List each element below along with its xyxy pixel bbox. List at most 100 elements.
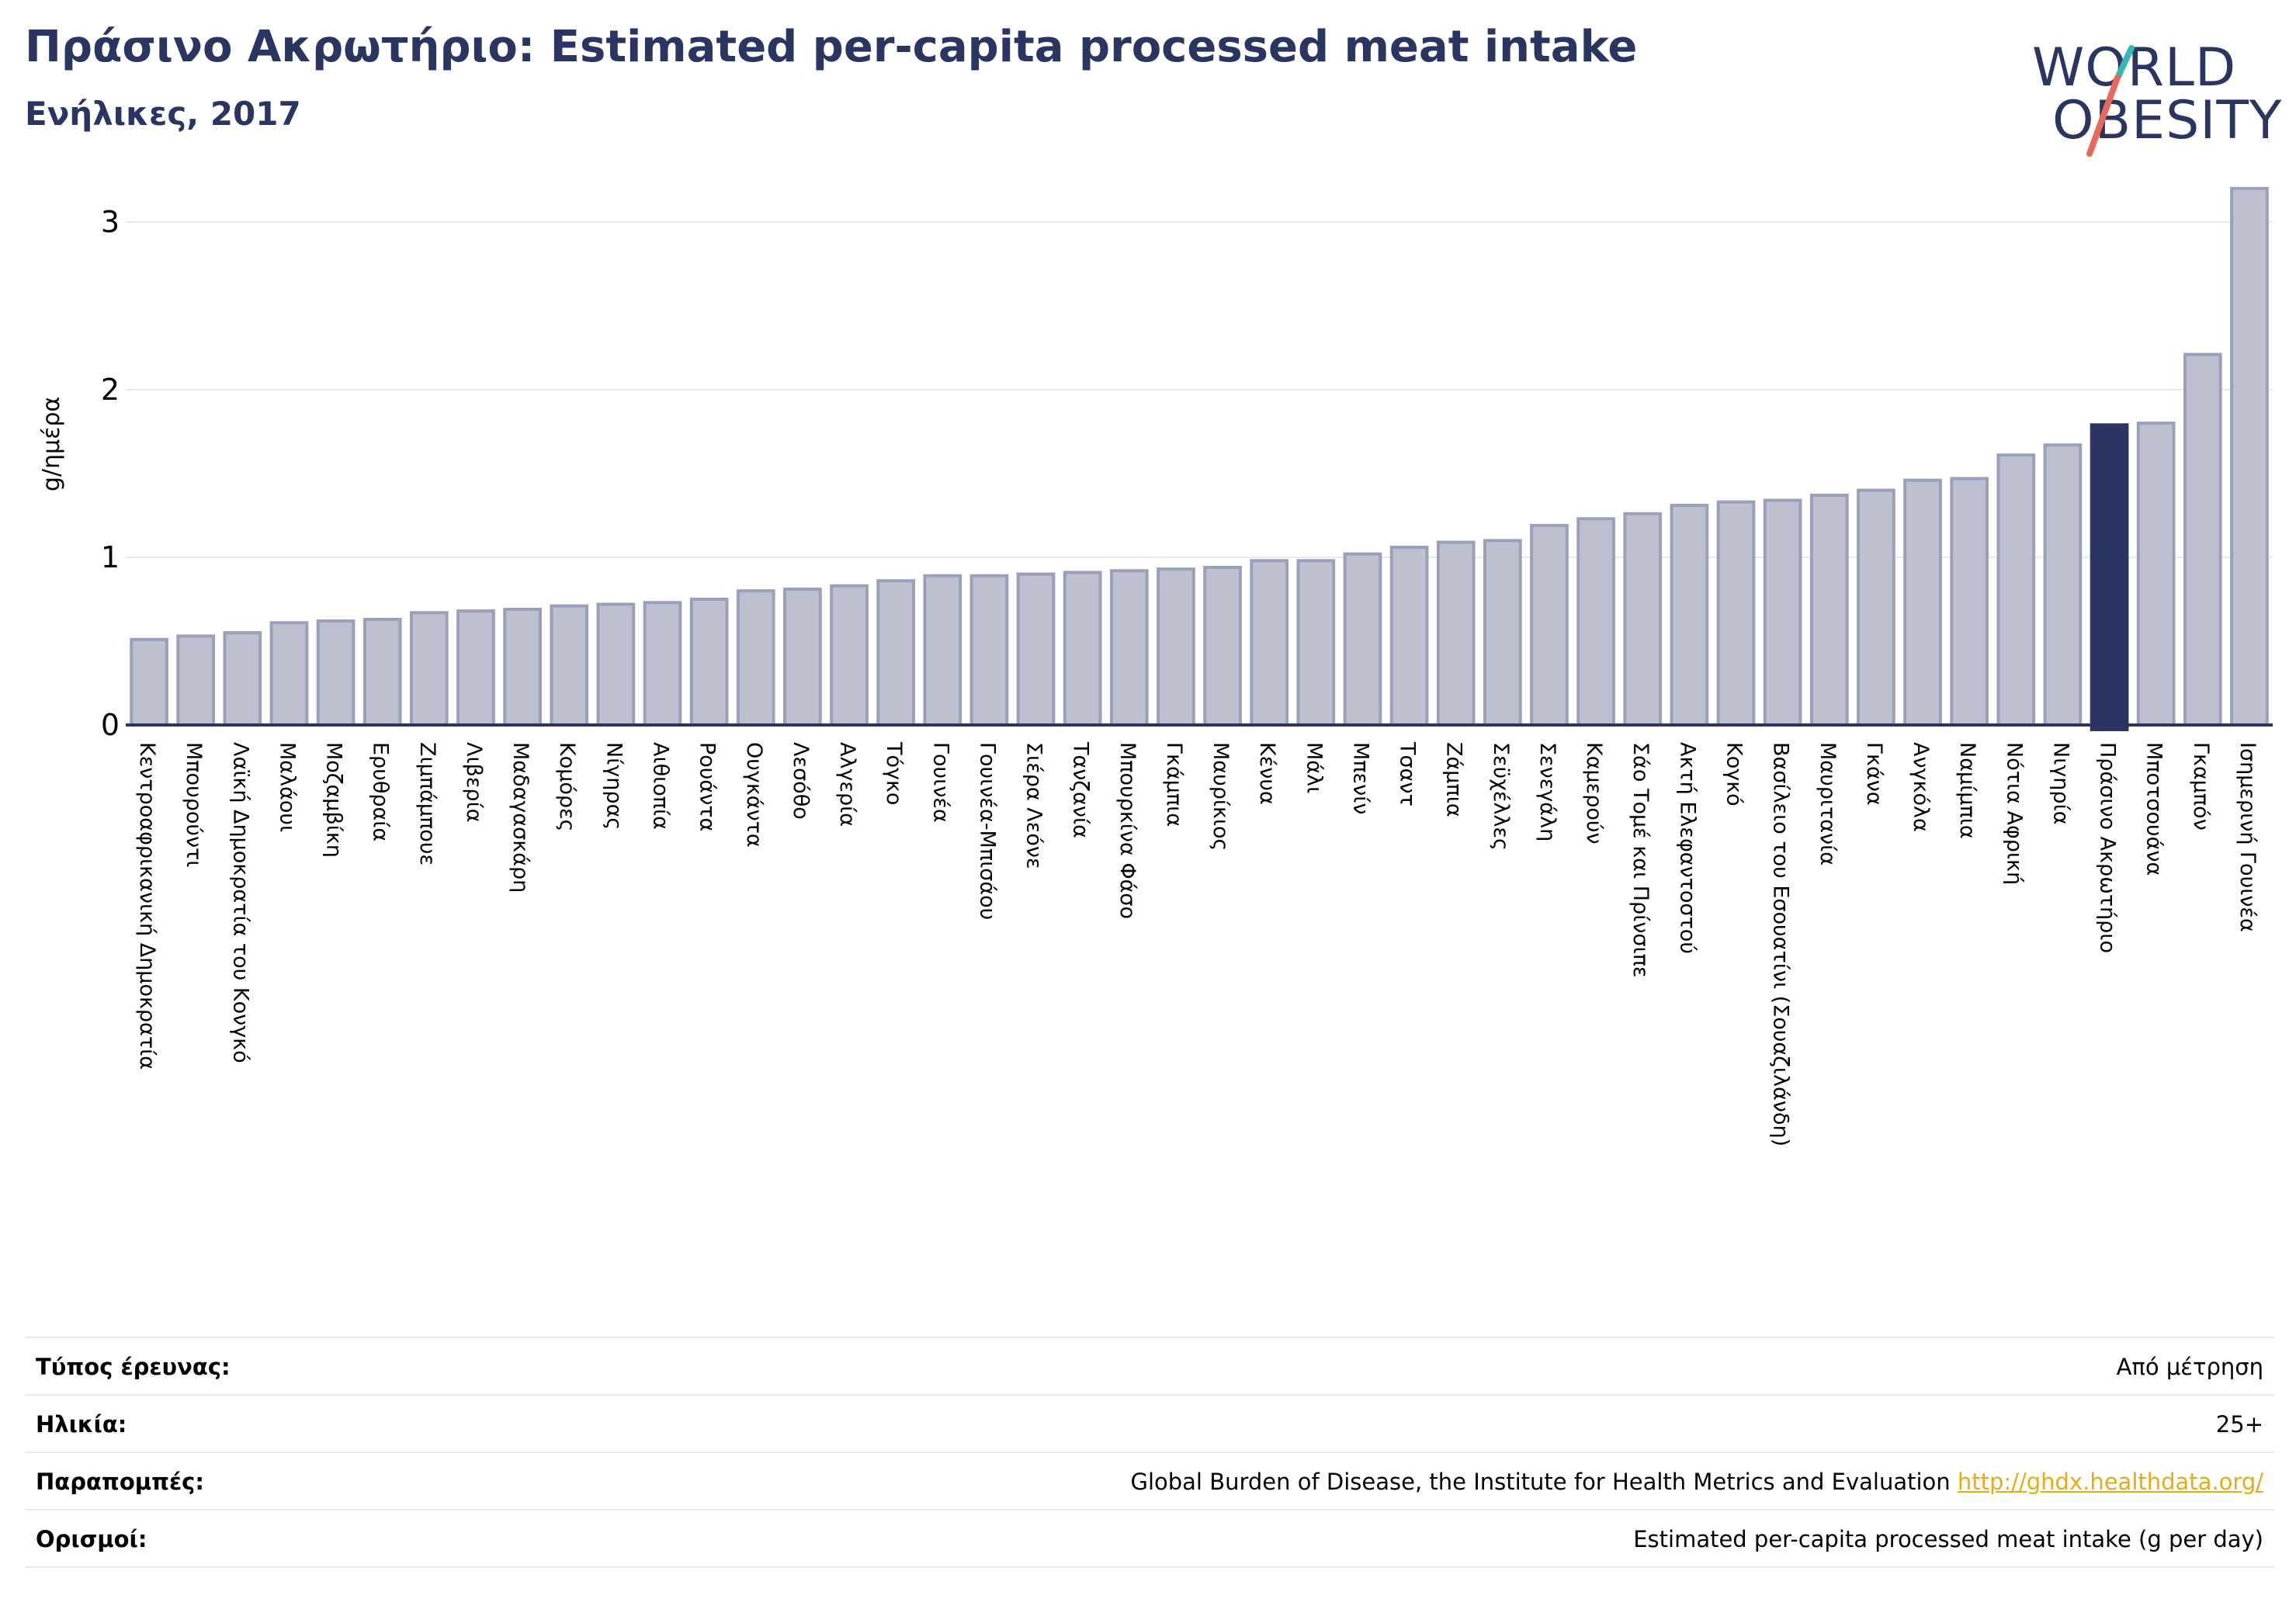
bar[interactable]	[643, 601, 682, 727]
x-tick-label: Ουγκάντα	[742, 742, 766, 848]
x-tick-label: Καμερούν	[1582, 742, 1606, 845]
x-tick-label: Λαϊκή Δημοκρατία του Κονγκό	[228, 742, 252, 1063]
x-tick-label: Μάλι	[1302, 742, 1326, 793]
bar[interactable]	[1670, 504, 1709, 727]
x-tick-label: Ακτή Ελεφαντοστού	[1675, 742, 1699, 954]
info-label: Τύπος έρευνας:	[36, 1354, 231, 1380]
info-table: Τύπος έρευνας: Από μέτρηση Ηλικία: 25+ Π…	[25, 1337, 2274, 1568]
bar[interactable]	[1343, 552, 1382, 727]
bar[interactable]	[1203, 565, 1242, 727]
bar[interactable]	[1436, 540, 1476, 727]
x-tick-label: Μαυρίκιος	[1209, 742, 1233, 851]
bar[interactable]	[269, 621, 309, 727]
bar[interactable]	[1157, 567, 1195, 727]
bar[interactable]	[923, 574, 962, 727]
x-tick-label: Ζιμπάμπουε	[415, 742, 439, 865]
bar[interactable]	[1576, 517, 1615, 727]
x-tick-label: Νότια Αφρική	[2002, 742, 2026, 885]
x-tick-label: Λεσόθο	[789, 742, 813, 820]
x-tick-label: Σενεγάλη	[1535, 742, 1559, 841]
info-label: Ορισμοί:	[36, 1526, 147, 1552]
x-tick-label: Νιγηρία	[2048, 742, 2072, 825]
bar[interactable]	[223, 631, 262, 727]
x-tick-label: Ναμίμπια	[1955, 742, 1979, 839]
bar[interactable]	[1389, 546, 1429, 727]
bar[interactable]	[969, 574, 1009, 727]
x-tick-label: Πράσινο Ακρωτήριο	[2096, 742, 2120, 953]
logo-slash-icon	[2086, 45, 2135, 157]
world-obesity-logo[interactable]: WORLD OBESITY	[2018, 22, 2282, 161]
x-tick-label: Νίγηρας	[602, 742, 626, 830]
bar[interactable]	[316, 619, 355, 727]
bar[interactable]	[1483, 539, 1522, 727]
bar[interactable]	[1109, 569, 1149, 727]
bar[interactable]	[176, 634, 216, 727]
bar[interactable]	[1250, 559, 1289, 727]
info-value: Από μέτρηση	[2116, 1354, 2263, 1380]
bar[interactable]	[1763, 498, 1802, 727]
y-tick-label: 1	[101, 540, 120, 574]
bar[interactable]	[130, 637, 168, 727]
bar[interactable]	[1903, 478, 1942, 727]
bar[interactable]	[1623, 512, 1663, 727]
reference-link[interactable]: http://ghdx.healthdata.org/	[1957, 1469, 2263, 1495]
bar[interactable]	[362, 617, 402, 727]
bar[interactable]	[736, 589, 775, 727]
bar[interactable]	[1063, 571, 1102, 727]
bar-highlight[interactable]	[2090, 423, 2129, 731]
x-tick-label: Αλγερία	[835, 742, 859, 827]
bar[interactable]	[456, 609, 495, 727]
axes: 0 1 2 3	[101, 205, 2273, 742]
x-tick-label: Τανζανία	[1069, 741, 1093, 838]
bar[interactable]	[503, 607, 542, 727]
x-tick-label: Γκάνα	[1862, 742, 1886, 806]
bar[interactable]	[2230, 186, 2269, 727]
x-tick-label: Μαλάουι	[275, 742, 299, 832]
x-tick-label: Κεντροαφρικανική Δημοκρατία	[135, 742, 159, 1070]
bar[interactable]	[1809, 494, 1849, 727]
bar[interactable]	[689, 598, 729, 727]
bar[interactable]	[1716, 500, 1756, 727]
bar[interactable]	[876, 579, 916, 727]
bar[interactable]	[783, 588, 822, 727]
info-value: Estimated per-capita processed meat inta…	[1633, 1526, 2263, 1552]
bar[interactable]	[2043, 443, 2083, 727]
bar[interactable]	[409, 611, 449, 727]
y-tick-label: 2	[101, 373, 120, 407]
x-tick-label: Κογκό	[1722, 742, 1746, 806]
x-tick-label: Λιβερία	[462, 742, 486, 823]
logo-line-2: OBESITY	[2052, 90, 2283, 151]
bar[interactable]	[550, 604, 589, 727]
info-value: 25+	[2215, 1411, 2263, 1438]
x-tick-label: Κομόρες	[555, 742, 579, 832]
bar[interactable]	[1950, 477, 1989, 727]
bar[interactable]	[1016, 572, 1056, 727]
bar[interactable]	[596, 602, 636, 727]
x-tick-label: Ερυθραία	[369, 742, 393, 841]
y-tick-label: 0	[101, 708, 120, 742]
x-tick-label: Μοζαμβίκη	[322, 742, 346, 858]
x-tick-label: Κένυα	[1255, 742, 1279, 805]
chart-subtitle: Ενήλικες, 2017	[25, 95, 301, 133]
bar[interactable]	[1296, 559, 1336, 727]
bar-chart: 0 1 2 3 Κεντροαφρικανική Δημοκρατία Μπουρούν…	[38, 186, 2273, 1146]
x-tick-label: Σάο Τομέ και Πρίνσιπε	[1628, 742, 1653, 978]
x-tick-label: Γουινέα-Μπισάου	[975, 742, 999, 920]
x-tick-label: Τόγκο	[882, 741, 906, 805]
bar[interactable]	[1857, 488, 1895, 727]
x-tick-label: Μαδαγασκάρη	[508, 742, 532, 893]
info-value: Global Burden of Disease, the Institute …	[1130, 1469, 2263, 1495]
x-tick-label: Ζάμπια	[1442, 742, 1466, 817]
info-label: Παραπομπές:	[36, 1469, 204, 1495]
info-label: Ηλικία:	[36, 1411, 127, 1438]
x-tick-label: Αιθιοπία	[649, 742, 673, 830]
bar[interactable]	[1530, 523, 1569, 727]
bar[interactable]	[830, 584, 869, 727]
bar[interactable]	[2183, 352, 2222, 727]
bar[interactable]	[1996, 453, 2036, 727]
x-tick-label: Βασίλειο του Εσουατίνι (Σουαζιλάνδη)	[1769, 742, 1793, 1146]
x-tick-label: Μαυριτανία	[1816, 742, 1840, 865]
bar[interactable]	[2136, 421, 2176, 727]
x-tick-label: Σιέρα Λεόνε	[1022, 742, 1046, 869]
logo-slash-teal	[2116, 45, 2135, 78]
